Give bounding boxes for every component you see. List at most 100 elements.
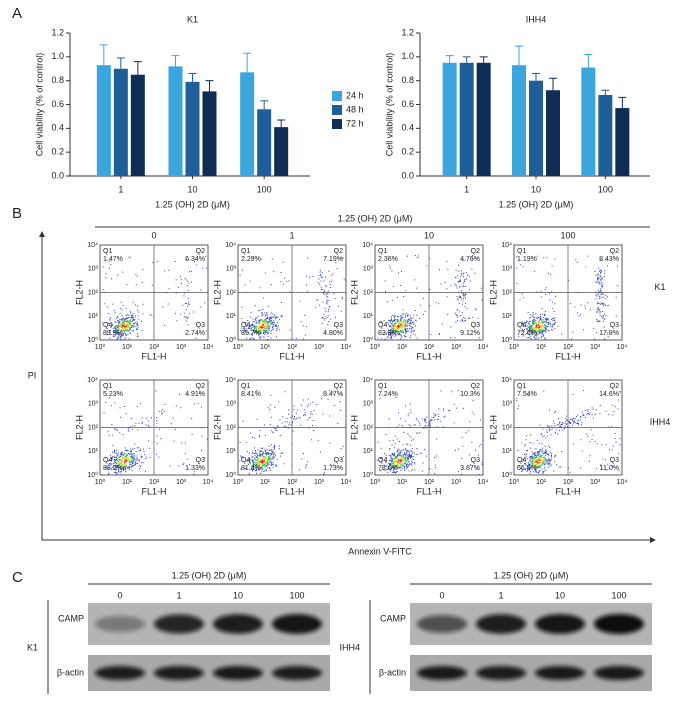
y-tick-label: 0.4 [51, 123, 64, 133]
x-tick-label: 10⁰ [233, 343, 244, 351]
y-tick-label: 10³ [88, 401, 99, 408]
band [417, 615, 467, 633]
dot-cloud [516, 390, 621, 475]
y-tick-label: 0.6 [51, 99, 64, 109]
y-tick-label: 10² [502, 424, 513, 431]
x-tick-label: 10³ [314, 344, 325, 351]
bar [202, 91, 217, 176]
bar [130, 74, 145, 176]
quadrant-name: Q3 [334, 457, 343, 464]
x-tick-label: 10³ [176, 344, 187, 351]
column-label: 1 [289, 230, 294, 240]
x-tick-label: 10² [149, 344, 160, 351]
x-tick-label: 10² [563, 479, 574, 486]
y-axis-label: FL2-H [349, 415, 359, 440]
band [213, 614, 263, 634]
quadrant-percent: 11.0% [600, 465, 619, 472]
quadrant-name: Q2 [471, 383, 480, 390]
bar [546, 90, 560, 176]
bar [476, 62, 491, 176]
cell-line-label: K1 [27, 642, 38, 652]
quadrant-percent: 7.54% [517, 391, 537, 398]
quadrant-percent: 2.74% [185, 330, 205, 337]
legend-swatch [332, 91, 342, 101]
x-axis-label: FL1-H [279, 486, 304, 496]
panel-label: A [12, 5, 22, 22]
x-tick-label: 10¹ [122, 479, 133, 486]
quadrant-percent: 83.8% [378, 330, 398, 337]
band [476, 614, 526, 634]
x-axis-label: FL1-H [555, 351, 580, 361]
y-tick-label: 10¹ [502, 313, 513, 320]
dot-cloud [535, 459, 541, 464]
y-tick-label: 10¹ [226, 448, 237, 455]
band [154, 614, 204, 634]
quadrant-percent: 6.34% [185, 256, 205, 263]
quadrant-percent: 8.41% [241, 391, 261, 398]
y-tick-label: 10⁰ [501, 336, 512, 344]
legend-label: 48 h [346, 104, 364, 114]
dot-cloud [530, 454, 547, 469]
band [594, 614, 644, 634]
y-tick-label: 10¹ [363, 313, 374, 320]
chart-title: IHH4 [526, 14, 547, 24]
y-tick-label: 0.2 [401, 147, 414, 157]
y-tick-label: 10³ [363, 401, 374, 408]
treatment-label: 1.25 (OH) 2D (μM) [338, 213, 413, 223]
quadrant-name: Q1 [517, 248, 526, 255]
error-bar [116, 57, 125, 69]
bar [442, 62, 457, 176]
quadrant-percent: 1.47% [103, 256, 123, 263]
quadrant-name: Q1 [517, 383, 526, 390]
quadrant-percent: 72.6% [517, 330, 537, 337]
quadrant-name: Q2 [196, 383, 205, 390]
quadrant-name: Q3 [334, 322, 343, 329]
dot-cloud [529, 319, 547, 333]
x-axis-label: FL1-H [141, 486, 166, 496]
lane-label: 10 [233, 590, 243, 600]
y-tick-label: 0.2 [51, 147, 64, 157]
y-tick-label: 1.2 [401, 27, 414, 37]
x-tick-label: 10⁴ [617, 344, 628, 351]
x-tick-label: 10² [149, 479, 160, 486]
x-tick-label: 100 [598, 184, 613, 194]
x-tick-label: 10¹ [122, 344, 133, 351]
lane-label: 1 [498, 590, 503, 600]
quadrant-name: Q4 [103, 457, 112, 464]
x-tick-label: 10³ [176, 479, 187, 486]
bar [113, 68, 128, 176]
legend-label: 72 h [346, 118, 364, 128]
quadrant-percent: 17.8% [599, 330, 619, 337]
quadrant-percent: 8.43% [599, 256, 619, 263]
protein-label: β-actin [379, 667, 406, 677]
y-tick-label: 10⁰ [225, 336, 236, 344]
y-tick-label: 0.8 [51, 75, 64, 85]
dot-cloud [516, 255, 622, 340]
x-tick-label: 10 [531, 184, 541, 194]
quadrant-name: Q3 [610, 322, 619, 329]
y-tick-label: 10⁴ [362, 242, 373, 249]
y-tick-label: 10⁰ [225, 471, 236, 479]
x-tick-label: 10⁰ [370, 343, 381, 351]
quadrant-name: Q1 [103, 383, 112, 390]
quadrant-percent: 88.5% [103, 465, 123, 472]
column-label: 10 [424, 230, 434, 240]
quadrant-percent: 3.87% [460, 465, 480, 472]
error-bar [205, 80, 214, 92]
y-tick-label: 10⁰ [362, 471, 373, 479]
quadrant-name: Q3 [610, 457, 619, 464]
quadrant-name: Q4 [378, 322, 387, 329]
row-label: IHH4 [650, 417, 671, 427]
dot-cloud [396, 323, 402, 329]
error-bar [133, 61, 142, 75]
quadrant-name: Q4 [103, 322, 112, 329]
y-tick-label: 10² [502, 289, 513, 296]
y-tick-label: 10⁴ [225, 377, 236, 384]
dot-cloud [393, 321, 405, 331]
x-tick-label: 10⁰ [370, 478, 381, 486]
